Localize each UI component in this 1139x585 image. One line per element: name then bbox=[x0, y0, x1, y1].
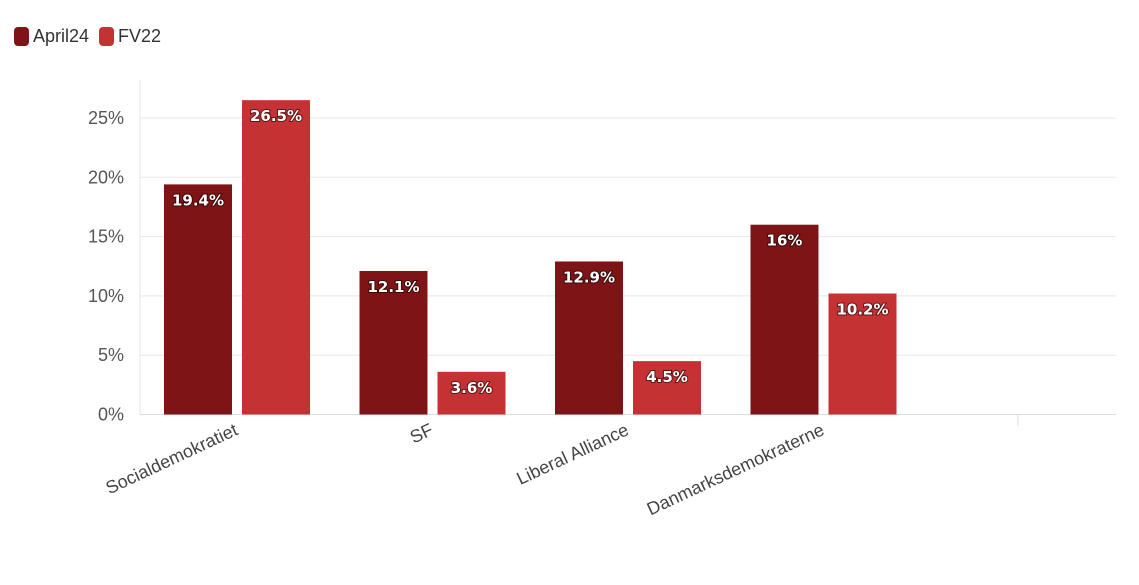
bar-data-label: 19.4% bbox=[172, 191, 224, 209]
bar-fv22[interactable] bbox=[633, 361, 701, 415]
bar-data-label: 26.5% bbox=[250, 107, 302, 125]
legend: April24 FV22 bbox=[14, 26, 161, 47]
y-tick-label: 5% bbox=[98, 345, 124, 365]
y-tick-label: 20% bbox=[88, 167, 124, 187]
legend-item-fv22[interactable]: FV22 bbox=[99, 26, 161, 47]
bar-fv22[interactable] bbox=[242, 100, 310, 415]
bar-april24[interactable] bbox=[164, 184, 232, 415]
bar-fv22[interactable] bbox=[437, 371, 506, 415]
bar-april24[interactable] bbox=[359, 270, 428, 415]
bar-data-label: 12.1% bbox=[367, 278, 419, 296]
legend-label-fv22: FV22 bbox=[118, 26, 162, 46]
x-category-label: Liberal Alliance bbox=[514, 419, 632, 488]
y-tick-label: 10% bbox=[88, 286, 124, 306]
bar-data-label: 12.9% bbox=[563, 268, 615, 286]
y-tick-label: 25% bbox=[88, 108, 124, 128]
y-tick-label: 0% bbox=[98, 405, 124, 425]
bar-fv22[interactable] bbox=[828, 293, 897, 415]
y-axis: 0% 5% 10% 15% 20% 25% bbox=[88, 108, 124, 425]
bar-data-label: 16% bbox=[767, 232, 803, 250]
x-category-label: Danmarksdemokraterne bbox=[644, 419, 827, 519]
x-category-label: SF bbox=[407, 419, 436, 447]
x-category-label: Socialdemokratiet bbox=[103, 419, 241, 498]
legend-item-april24[interactable]: April24 bbox=[14, 26, 89, 47]
bar-april24[interactable] bbox=[750, 224, 819, 415]
bars: 19.4% 26.5% 12.1% 3.6% 12.9% 4.5% 16% 10.2% bbox=[164, 100, 897, 415]
x-axis: Socialdemokratiet SF Liberal Alliance Danma… bbox=[103, 414, 1019, 519]
y-tick-label: 15% bbox=[88, 227, 124, 247]
legend-label-april24: April24 bbox=[33, 26, 90, 46]
bar-data-label: 10.2% bbox=[836, 301, 888, 319]
bar-april24[interactable] bbox=[555, 261, 623, 415]
bar-data-label: 4.5% bbox=[646, 368, 688, 386]
legend-swatch-fv22 bbox=[99, 27, 115, 46]
bar-data-label: 3.6% bbox=[451, 379, 493, 397]
legend-swatch-april24 bbox=[14, 27, 29, 46]
